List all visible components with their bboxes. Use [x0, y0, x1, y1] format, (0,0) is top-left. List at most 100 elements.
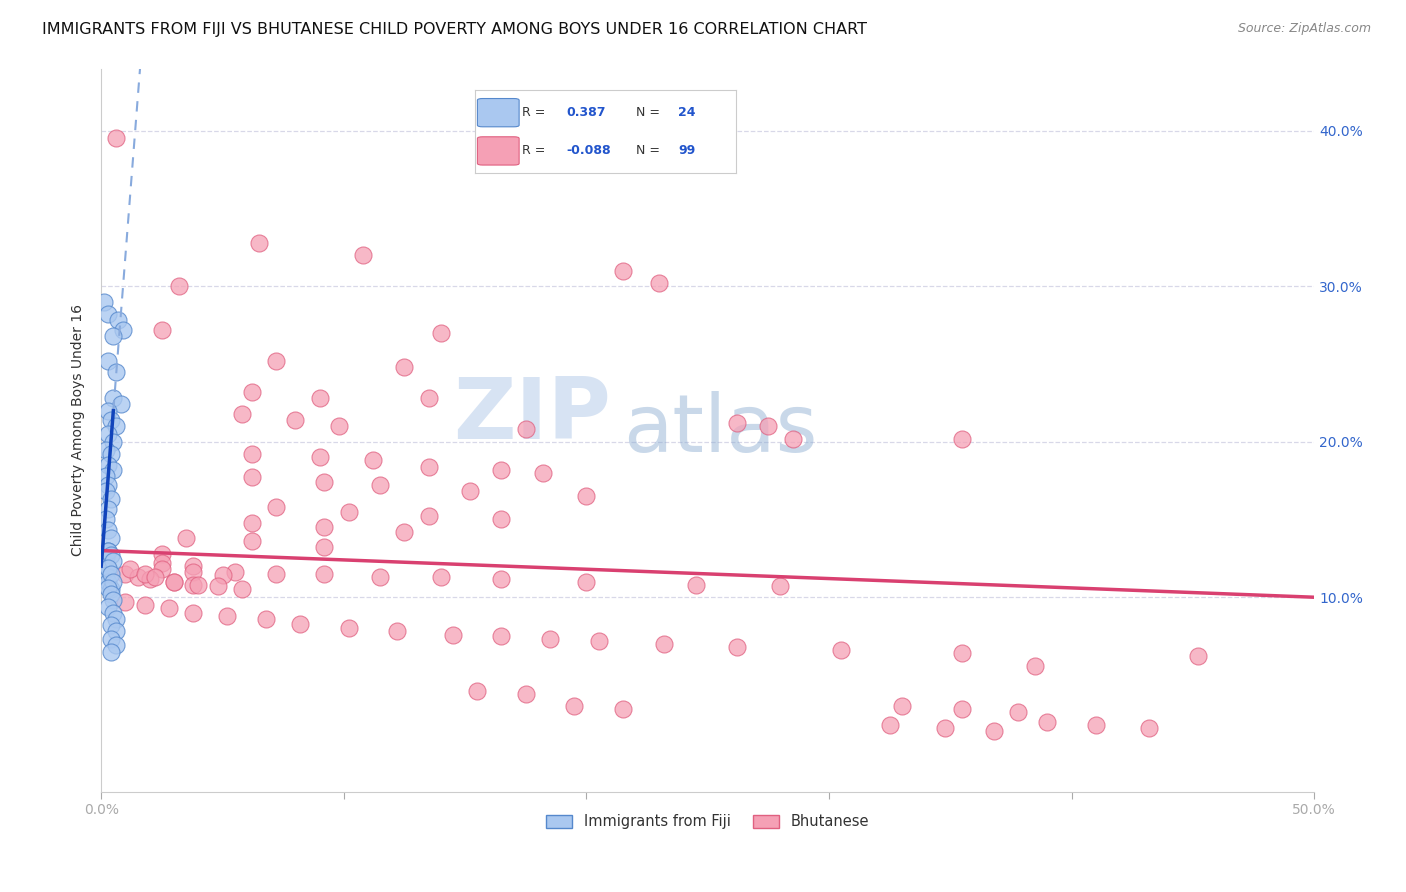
Point	[394, 524, 416, 539]
Point	[782, 432, 804, 446]
Point	[264, 566, 287, 581]
Point	[150, 556, 173, 570]
Text: Source: ZipAtlas.com: Source: ZipAtlas.com	[1237, 22, 1371, 36]
Point	[264, 500, 287, 514]
Point	[247, 235, 270, 250]
Point	[575, 489, 598, 503]
Point	[97, 574, 120, 589]
Point	[97, 403, 120, 417]
Point	[418, 391, 440, 405]
Point	[314, 566, 336, 581]
Point	[575, 574, 598, 589]
Point	[652, 637, 675, 651]
Point	[254, 612, 277, 626]
Point	[94, 442, 117, 457]
Text: atlas: atlas	[623, 391, 817, 469]
Point	[1137, 721, 1160, 735]
Point	[150, 547, 173, 561]
Point	[103, 391, 125, 405]
Point	[264, 354, 287, 368]
Point	[612, 263, 634, 277]
Point	[104, 365, 127, 379]
Text: ZIP: ZIP	[453, 374, 610, 457]
Point	[104, 131, 127, 145]
Point	[100, 531, 122, 545]
Point	[97, 543, 120, 558]
Point	[515, 687, 537, 701]
Point	[394, 360, 416, 375]
Point	[240, 384, 263, 399]
Point	[950, 432, 973, 446]
Point	[100, 548, 122, 562]
Point	[538, 632, 561, 647]
Point	[430, 326, 453, 340]
Point	[240, 516, 263, 530]
Point	[314, 520, 336, 534]
Point	[114, 566, 136, 581]
Point	[104, 419, 127, 434]
Point	[143, 570, 166, 584]
Point	[240, 447, 263, 461]
Point	[368, 570, 391, 584]
Point	[385, 624, 408, 639]
Point	[103, 329, 125, 343]
Point	[157, 601, 180, 615]
Point	[167, 279, 190, 293]
Point	[97, 599, 120, 614]
Point	[1084, 717, 1107, 731]
Point	[491, 512, 513, 526]
Point	[120, 562, 142, 576]
Point	[1036, 714, 1059, 729]
Point	[1024, 658, 1046, 673]
Point	[114, 595, 136, 609]
Point	[163, 574, 186, 589]
Point	[97, 354, 120, 368]
Point	[725, 640, 748, 654]
Legend: Immigrants from Fiji, Bhutanese: Immigrants from Fiji, Bhutanese	[540, 808, 875, 835]
Point	[97, 543, 120, 558]
Point	[97, 458, 120, 472]
Point	[150, 323, 173, 337]
Point	[134, 598, 156, 612]
Point	[97, 524, 120, 538]
Point	[756, 419, 779, 434]
Point	[103, 554, 125, 568]
Point	[100, 582, 122, 597]
Point	[769, 579, 792, 593]
Point	[103, 593, 125, 607]
Point	[174, 531, 197, 545]
Text: IMMIGRANTS FROM FIJI VS BHUTANESE CHILD POVERTY AMONG BOYS UNDER 16 CORRELATION : IMMIGRANTS FROM FIJI VS BHUTANESE CHILD …	[42, 22, 868, 37]
Point	[97, 562, 120, 576]
Point	[288, 616, 311, 631]
Point	[337, 621, 360, 635]
Point	[361, 453, 384, 467]
Point	[950, 646, 973, 660]
Point	[97, 501, 120, 516]
Point	[94, 512, 117, 526]
Point	[103, 574, 125, 589]
Point	[97, 581, 120, 595]
Point	[138, 572, 160, 586]
Point	[207, 579, 229, 593]
Point	[94, 469, 117, 483]
Point	[879, 717, 901, 731]
Point	[983, 723, 1005, 738]
Point	[328, 419, 350, 434]
Y-axis label: Child Poverty Among Boys Under 16: Child Poverty Among Boys Under 16	[72, 304, 86, 556]
Point	[107, 313, 129, 327]
Point	[100, 645, 122, 659]
Point	[231, 582, 253, 597]
Point	[100, 587, 122, 601]
Point	[100, 447, 122, 461]
Point	[491, 629, 513, 643]
Point	[830, 643, 852, 657]
Point	[150, 562, 173, 576]
Point	[97, 478, 120, 492]
Point	[104, 612, 127, 626]
Point	[183, 578, 205, 592]
Point	[337, 505, 360, 519]
Point	[1007, 706, 1029, 720]
Point	[100, 413, 122, 427]
Point	[224, 566, 246, 580]
Point	[134, 566, 156, 581]
